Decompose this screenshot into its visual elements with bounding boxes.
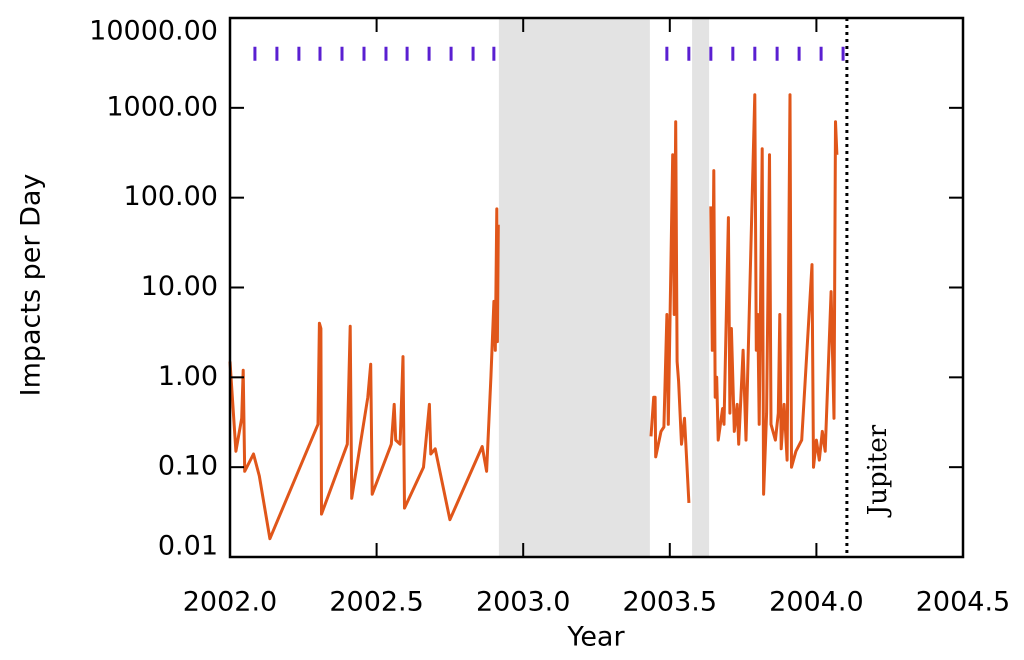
data-line bbox=[228, 207, 500, 541]
y-tick-label: 100.00 bbox=[124, 181, 218, 212]
y-tick-label: 10000.00 bbox=[89, 16, 218, 47]
y-tick-label: 1000.00 bbox=[106, 91, 218, 122]
data-line bbox=[649, 120, 691, 503]
x-tick-label: 2004.0 bbox=[769, 587, 863, 618]
y-tick-label: 0.10 bbox=[158, 451, 218, 482]
shaded-span bbox=[692, 18, 710, 557]
x-tick-label: 2002.5 bbox=[329, 587, 423, 618]
x-tick-label: 2003.0 bbox=[476, 587, 570, 618]
x-tick-label: 2004.5 bbox=[916, 587, 1010, 618]
x-tick-label: 2003.5 bbox=[623, 587, 717, 618]
shaded-span bbox=[498, 18, 650, 557]
x-tick-label: 2002.0 bbox=[183, 587, 277, 618]
y-tick-label: 0.01 bbox=[158, 531, 218, 562]
y-tick-label: 1.00 bbox=[158, 361, 218, 392]
jupiter-label: Jupiter bbox=[863, 424, 893, 518]
y-tick-label: 10.00 bbox=[141, 271, 218, 302]
x-axis-label: Year bbox=[566, 622, 625, 653]
data-line bbox=[709, 93, 839, 496]
y-axis-label: Impacts per Day bbox=[16, 174, 47, 397]
